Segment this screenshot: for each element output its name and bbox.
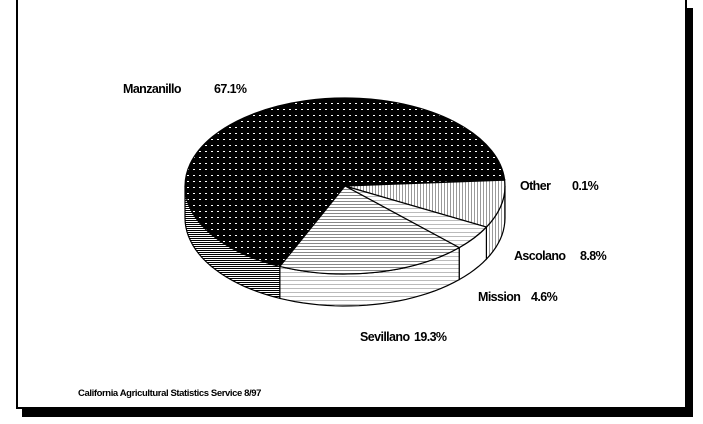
label-ascolano-name: Ascolano <box>514 249 566 263</box>
label-other-value: 0.1% <box>572 179 599 193</box>
label-manzanillo-name: Manzanillo <box>123 82 182 96</box>
pie-slice-sevillano <box>278 185 461 275</box>
label-group: Manzanillo 67.1% Other 0.1% Ascolano 8.8% Miss… <box>123 82 607 344</box>
label-mission-value: 4.6% <box>531 290 558 304</box>
label-manzanillo-value: 67.1% <box>214 82 247 96</box>
pie-slice-manzanillo <box>184 97 506 268</box>
label-ascolano-value: 8.8% <box>580 249 607 263</box>
label-sevillano-name: Sevillano <box>360 330 410 344</box>
label-sevillano-value: 19.3% <box>414 330 447 344</box>
label-mission-name: Mission <box>478 290 520 304</box>
pie-group <box>184 97 506 307</box>
pie-slice-ascolano <box>344 179 506 228</box>
source-note: California Agricultural Statistics Servi… <box>78 388 261 399</box>
label-other-name: Other <box>520 179 551 193</box>
